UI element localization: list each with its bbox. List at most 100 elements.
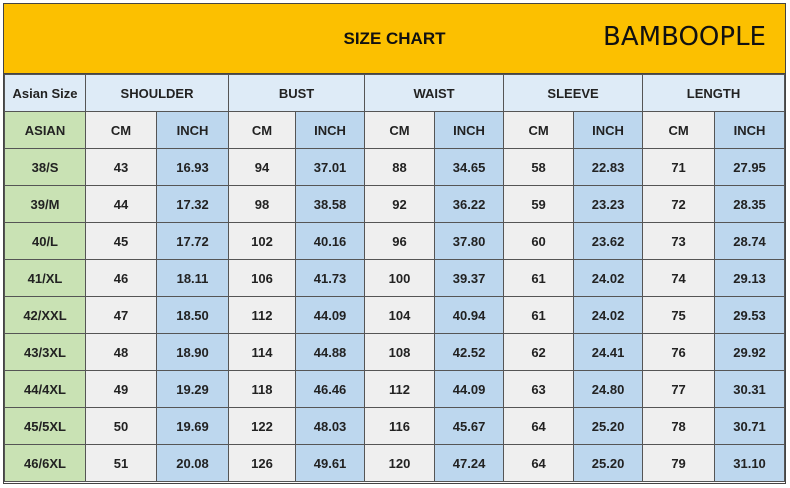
size-cell: 44/4XL [4, 370, 86, 408]
inch-cell: 19.69 [155, 407, 230, 445]
table-row: 43/3XL 48 18.90 114 44.88 108 42.52 62 24.41 76 29… [4, 333, 785, 371]
inch-cell: 27.95 [714, 148, 785, 186]
inch-cell: 24.02 [573, 296, 644, 334]
inch-cell: 24.02 [573, 259, 644, 297]
inch-cell: 39.37 [434, 259, 505, 297]
cm-cell: 102 [228, 222, 297, 260]
inch-cell: 47.24 [434, 444, 505, 482]
inch-cell: 34.65 [434, 148, 505, 186]
inch-cell: 24.41 [573, 333, 644, 371]
cm-cell: 75 [642, 296, 716, 334]
cm-cell: 64 [503, 407, 575, 445]
unit-row: ASIAN CM INCH CM INCH CM INCH CM INCH CM INCH [4, 111, 785, 149]
inch-cell: 29.92 [714, 333, 785, 371]
cm-cell: 77 [642, 370, 716, 408]
cm-cell: 60 [503, 222, 575, 260]
size-cell: 45/5XL [4, 407, 86, 445]
inch-cell: 20.08 [155, 444, 230, 482]
cm-cell: 104 [364, 296, 436, 334]
inch-cell: 44.88 [295, 333, 366, 371]
inch-cell: 42.52 [434, 333, 505, 371]
cm-cell: 61 [503, 259, 575, 297]
size-column-header: Asian Size [4, 74, 86, 112]
cm-cell: 126 [228, 444, 297, 482]
inch-cell: 17.32 [155, 185, 230, 223]
unit-cm: CM [85, 111, 157, 149]
table-row: 42/XXL 47 18.50 112 44.09 104 40.94 61 24.02 75 29… [4, 296, 785, 334]
inch-cell: 17.72 [155, 222, 230, 260]
size-chart: SIZE CHART Asian Size SHOULDER BUST WAIST SL… [3, 3, 786, 484]
size-cell: 40/L [4, 222, 86, 260]
inch-cell: 18.90 [155, 333, 230, 371]
unit-inch: INCH [295, 111, 366, 149]
size-cell: 42/XXL [4, 296, 86, 334]
cm-cell: 88 [364, 148, 436, 186]
measurement-group-header: BUST [228, 74, 366, 112]
inch-cell: 28.74 [714, 222, 785, 260]
size-cell: 39/M [4, 185, 86, 223]
inch-cell: 22.83 [573, 148, 644, 186]
inch-cell: 44.09 [434, 370, 505, 408]
inch-cell: 40.16 [295, 222, 366, 260]
table-row: 46/6XL 51 20.08 126 49.61 120 47.24 64 25.20 79 31… [4, 444, 785, 482]
cm-cell: 118 [228, 370, 297, 408]
size-cell: 38/S [4, 148, 86, 186]
cm-cell: 116 [364, 407, 436, 445]
unit-cm: CM [364, 111, 436, 149]
size-table: Asian Size SHOULDER BUST WAIST SLEEVE LENGTH A… [4, 74, 785, 482]
inch-cell: 36.22 [434, 185, 505, 223]
inch-cell: 48.03 [295, 407, 366, 445]
cm-cell: 43 [85, 148, 157, 186]
unit-cm: CM [503, 111, 575, 149]
unit-inch: INCH [434, 111, 505, 149]
inch-cell: 19.29 [155, 370, 230, 408]
cm-cell: 92 [364, 185, 436, 223]
inch-cell: 44.09 [295, 296, 366, 334]
inch-cell: 29.53 [714, 296, 785, 334]
size-cell: 46/6XL [4, 444, 86, 482]
inch-cell: 31.10 [714, 444, 785, 482]
inch-cell: 30.31 [714, 370, 785, 408]
cm-cell: 112 [364, 370, 436, 408]
cm-cell: 114 [228, 333, 297, 371]
cm-cell: 48 [85, 333, 157, 371]
measurement-group-header: SHOULDER [84, 74, 230, 112]
cm-cell: 98 [228, 185, 297, 223]
unit-inch: INCH [155, 111, 230, 149]
table-row: 41/XL 46 18.11 106 41.73 100 39.37 61 24.02 74 29.… [4, 259, 785, 297]
cm-cell: 64 [503, 444, 575, 482]
table-row: 40/L 45 17.72 102 40.16 96 37.80 60 23.62 73 28.74 [4, 222, 785, 260]
table-row: 39/M 44 17.32 98 38.58 92 36.22 59 23.23 72 28.35 [4, 185, 785, 223]
inch-cell: 18.50 [155, 296, 230, 334]
cm-cell: 71 [642, 148, 716, 186]
unit-inch: INCH [573, 111, 644, 149]
table-row: 45/5XL 50 19.69 122 48.03 116 45.67 64 25.20 78 30… [4, 407, 785, 445]
cm-cell: 49 [85, 370, 157, 408]
cm-cell: 61 [503, 296, 575, 334]
cm-cell: 47 [85, 296, 157, 334]
inch-cell: 24.80 [573, 370, 644, 408]
cm-cell: 74 [642, 259, 716, 297]
cm-cell: 120 [364, 444, 436, 482]
measurement-group-header: WAIST [364, 74, 505, 112]
inch-cell: 41.73 [295, 259, 366, 297]
cm-cell: 50 [85, 407, 157, 445]
inch-cell: 38.58 [295, 185, 366, 223]
inch-cell: 25.20 [573, 444, 644, 482]
inch-cell: 46.46 [295, 370, 366, 408]
inch-cell: 16.93 [155, 148, 230, 186]
measurement-group-header: LENGTH [642, 74, 785, 112]
cm-cell: 100 [364, 259, 436, 297]
table-row: 38/S 43 16.93 94 37.01 88 34.65 58 22.83 71 27.95 [4, 148, 785, 186]
inch-cell: 23.62 [573, 222, 644, 260]
inch-cell: 49.61 [295, 444, 366, 482]
cm-cell: 112 [228, 296, 297, 334]
inch-cell: 40.94 [434, 296, 505, 334]
watermark: BAMBOOPLE [603, 22, 766, 52]
inch-cell: 18.11 [155, 259, 230, 297]
size-cell: 41/XL [4, 259, 86, 297]
cm-cell: 78 [642, 407, 716, 445]
measurement-group-header: SLEEVE [503, 74, 644, 112]
inch-cell: 37.80 [434, 222, 505, 260]
cm-cell: 76 [642, 333, 716, 371]
